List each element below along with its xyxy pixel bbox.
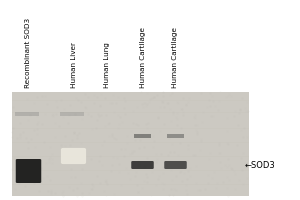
Bar [60,112,84,116]
Bar [134,134,151,138]
Bar [12,92,249,196]
Bar [167,134,184,138]
Bar [12,100,249,101]
Text: Human Cartilage: Human Cartilage [172,27,178,88]
Bar [12,142,249,143]
Text: Human Lung: Human Lung [103,42,109,88]
Bar [12,170,249,171]
Text: Human Liver: Human Liver [70,42,76,88]
Text: Recombinant SOD3: Recombinant SOD3 [26,18,32,88]
FancyBboxPatch shape [131,161,154,169]
FancyBboxPatch shape [16,159,41,183]
Bar [15,112,39,116]
Bar [12,128,249,129]
FancyBboxPatch shape [164,161,187,169]
FancyBboxPatch shape [61,148,86,164]
Bar [12,184,249,185]
Bar [12,156,249,157]
Bar [12,112,249,113]
Text: ←SOD3: ←SOD3 [244,160,275,170]
Text: Human Cartilage: Human Cartilage [140,27,146,88]
